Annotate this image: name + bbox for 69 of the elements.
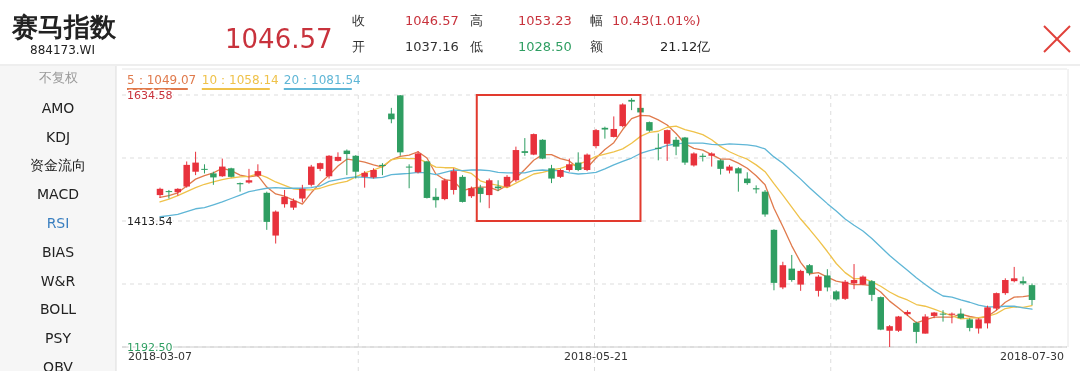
text: 10.43(1.01%): [612, 13, 701, 28]
text: W&R: [40, 272, 76, 289]
text: 5：1049.07: [127, 73, 197, 87]
candlestick: [921, 313, 929, 335]
candlestick: [548, 164, 555, 184]
candlestick: [779, 261, 787, 290]
candlestick: [334, 151, 342, 162]
text: 1037.16: [405, 39, 459, 54]
candlestick: [308, 164, 315, 188]
text: 幅: [590, 13, 603, 28]
candlestick: [655, 133, 662, 161]
candlestick: [619, 102, 626, 128]
x-tick-label: 2018-07-30: [1000, 350, 1064, 363]
text: 10：1058.14: [201, 73, 279, 87]
text: 开: [352, 39, 365, 54]
x-tick-label: 2018-03-07: [128, 350, 192, 363]
text: PSY: [45, 330, 72, 347]
text: 低: [470, 39, 483, 54]
text: 不复权: [38, 70, 78, 85]
text: AMO: [41, 99, 75, 116]
candlestick: [824, 268, 831, 292]
x-tick-label: 2018-05-21: [564, 350, 628, 363]
candlestick: [601, 126, 609, 140]
text: MACD: [37, 186, 79, 203]
candlestick: [984, 305, 991, 329]
candlestick: [841, 279, 849, 301]
text: 收: [352, 13, 365, 28]
text: BIAS: [41, 243, 75, 260]
candlestick: [939, 309, 947, 323]
candlestick: [450, 167, 457, 196]
candlestick: [815, 274, 822, 298]
candlestick: [868, 279, 876, 302]
text: RSI: [46, 215, 70, 231]
text: 资金流向: [30, 157, 86, 174]
candlestick: [254, 163, 262, 178]
candlestick: [1028, 282, 1036, 306]
candlestick: [219, 158, 226, 178]
candlestick: [441, 178, 448, 201]
candlestick: [592, 128, 600, 149]
y-tick-label: 1413.54: [127, 214, 173, 228]
candlestick: [325, 154, 333, 180]
text: BOLL: [40, 301, 77, 318]
candlestick: [672, 136, 680, 156]
candlestick: [663, 129, 671, 162]
candlestick: [485, 178, 493, 209]
text: 20：1081.54: [283, 73, 361, 87]
candlestick: [735, 166, 742, 193]
candlestick: [245, 168, 253, 185]
text: 额: [590, 39, 603, 54]
candlestick: [886, 324, 893, 348]
text: 21.12亿: [660, 39, 711, 54]
candlestick: [183, 160, 190, 189]
candlestick: [797, 269, 804, 292]
y-tick-label: 1634.58: [127, 88, 173, 102]
chart-title: 赛马指数: [11, 12, 117, 42]
chart-subtitle: 884173.WI: [30, 43, 96, 57]
text: 1053.23: [518, 13, 572, 28]
candlestick: [192, 151, 199, 176]
text: 1046.57: [405, 13, 459, 28]
candlestick: [414, 150, 422, 174]
text: 高: [470, 13, 483, 28]
candlestick: [610, 115, 618, 139]
text: KDJ: [45, 128, 71, 145]
candlestick: [272, 209, 279, 245]
candlestick: [352, 154, 360, 180]
candlestick: [913, 321, 920, 344]
text: 1028.50: [518, 39, 572, 54]
candlestick: [379, 162, 386, 176]
text: 1046.57: [225, 24, 333, 54]
